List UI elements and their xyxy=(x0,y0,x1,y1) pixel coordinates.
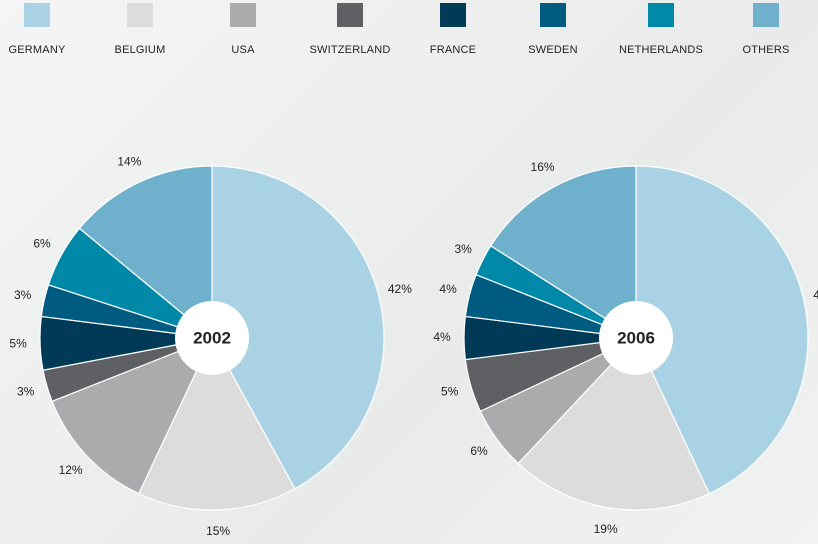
slice-label: 3% xyxy=(17,384,35,398)
slice-label: 6% xyxy=(33,237,51,251)
slice-label: 5% xyxy=(9,336,27,350)
legend-swatch xyxy=(440,3,466,27)
pie-slice xyxy=(78,165,213,340)
center-hole xyxy=(175,301,249,375)
pie-slice xyxy=(489,165,637,340)
slice-label: 4% xyxy=(433,330,451,344)
pie-slice xyxy=(137,336,296,511)
slice-label: 4% xyxy=(439,282,457,296)
slice-label: 3% xyxy=(454,242,472,256)
slice-label: 5% xyxy=(441,384,459,398)
slice-label: 3% xyxy=(14,288,32,302)
slice-label: 6% xyxy=(470,444,488,458)
legend-label: OTHERS xyxy=(742,44,789,56)
pie-title: 2006 xyxy=(617,328,655,347)
pie-title: 2002 xyxy=(193,328,231,347)
slice-label: 19% xyxy=(594,522,618,536)
pie-slice xyxy=(635,165,809,495)
legend-label: FRANCE xyxy=(430,44,476,56)
legend-label: USA xyxy=(231,44,255,56)
slice-label: 43% xyxy=(813,288,818,302)
legend-label: GERMANY xyxy=(8,44,65,56)
legend-swatch xyxy=(24,3,50,27)
legend-swatch xyxy=(127,3,153,27)
legend-label: BELGIUM xyxy=(115,44,166,56)
legend-swatch xyxy=(648,3,674,27)
center-hole xyxy=(599,301,673,375)
legend-swatch xyxy=(540,3,566,27)
legend-label: SWITZERLAND xyxy=(309,44,390,56)
slice-label: 16% xyxy=(531,160,555,174)
legend-swatch xyxy=(230,3,256,27)
slice-label: 15% xyxy=(206,524,230,538)
slice-label: 42% xyxy=(388,282,412,296)
legend-label: NETHERLANDS xyxy=(619,44,703,56)
slice-label: 14% xyxy=(117,155,141,169)
legend-label: SWEDEN xyxy=(528,44,577,56)
legend-swatch xyxy=(753,3,779,27)
legend-swatch xyxy=(337,3,363,27)
pie-slice xyxy=(517,336,711,511)
pie-slice xyxy=(211,165,385,490)
slice-label: 12% xyxy=(59,463,83,477)
pie-slice xyxy=(51,336,214,495)
